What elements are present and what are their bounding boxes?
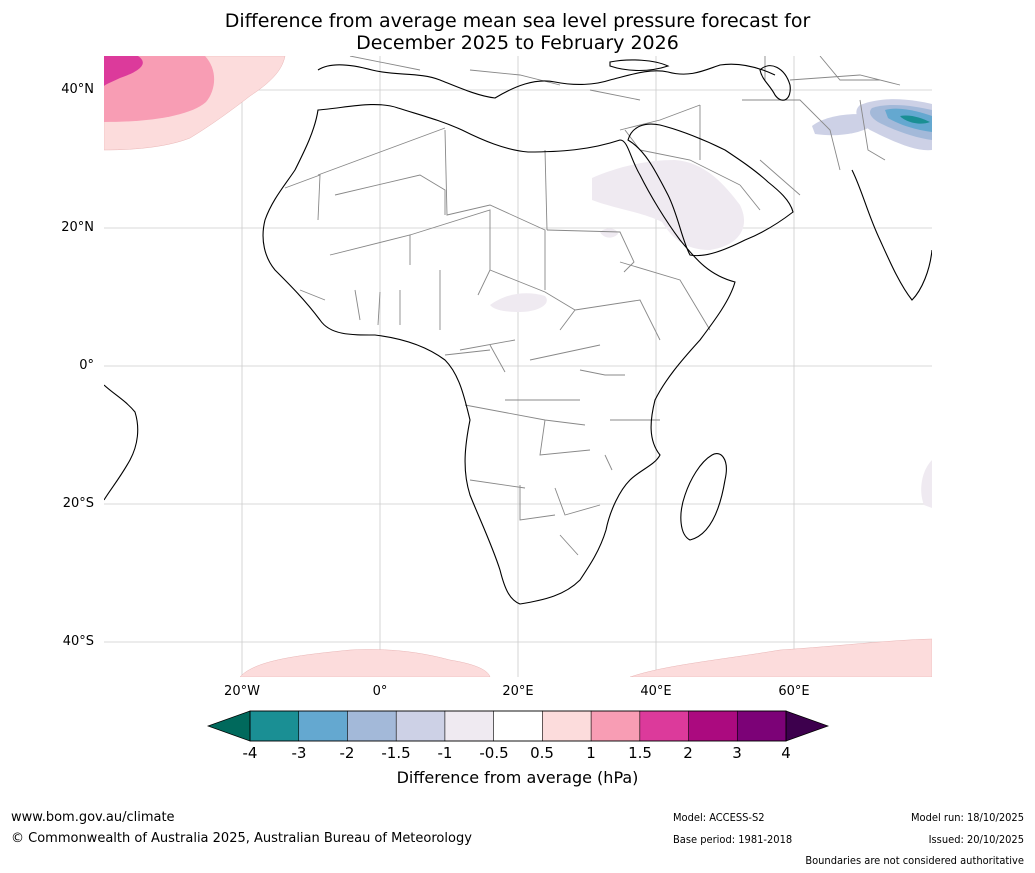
lon-label-0: 0° xyxy=(372,684,388,699)
colorbar-tick: -0.5 xyxy=(479,744,509,762)
disclaimer-text: Boundaries are not considered authoritat… xyxy=(805,854,1024,867)
lat-label-40n: 40°N xyxy=(61,82,94,97)
colorbar-label: Difference from average (hPa) xyxy=(396,768,639,787)
colorbar-bin xyxy=(249,710,300,742)
colorbar-bin xyxy=(688,710,738,742)
colorbar-tick: 1.5 xyxy=(628,744,652,762)
colorbar-tick: -1.5 xyxy=(381,744,411,762)
blue-low-himalaya xyxy=(856,99,932,151)
colorbar-bin xyxy=(590,710,641,742)
lat-label-20s: 20°S xyxy=(62,496,94,511)
map-title: Difference from average mean sea level p… xyxy=(224,10,811,54)
colorbar-tick: 0.5 xyxy=(530,744,554,762)
copyright-text: © Commonwealth of Australia 2025, Austra… xyxy=(11,831,472,846)
africa-coastline xyxy=(262,103,736,605)
colorbar-tick: -4 xyxy=(242,744,258,762)
light-pink-south-indian xyxy=(629,638,932,677)
colorbar-frame xyxy=(249,710,787,742)
coastlines xyxy=(104,59,932,605)
colorbar-tick: 1 xyxy=(586,744,596,762)
issued-text: Issued: 20/10/2025 xyxy=(928,833,1024,846)
model-text: Model: ACCESS-S2 xyxy=(673,811,765,824)
colorbar-bin xyxy=(493,710,543,742)
base-period-text: Base period: 1981-2018 xyxy=(673,833,793,846)
lat-label-40s: 40°S xyxy=(62,634,94,649)
lat-label-equator: 0° xyxy=(79,358,94,373)
model-run-text: Model run: 18/10/2025 xyxy=(911,811,1024,824)
madagascar-coastline xyxy=(680,453,727,541)
light-pink-south-atlantic xyxy=(239,649,491,677)
light-lilac-southwest-indian-ocean xyxy=(921,460,932,508)
light-lilac-sahel xyxy=(490,293,547,312)
india-coastline xyxy=(851,169,932,301)
colorbar-tick: 4 xyxy=(781,744,791,762)
lon-label-20e: 20°E xyxy=(502,684,534,699)
colorbar-bin xyxy=(444,710,495,742)
light-lilac-sudan xyxy=(600,228,618,238)
lon-label-60e: 60°E xyxy=(778,684,810,699)
colorbar-tick: -1 xyxy=(437,744,453,762)
arabian-peninsula-coastline xyxy=(627,123,794,257)
colorbar-under-arrow xyxy=(206,710,251,742)
lon-label-20w: 20°W xyxy=(224,684,260,699)
black-sea-caspian xyxy=(609,59,791,101)
gridlines xyxy=(104,56,932,677)
europe-coastline xyxy=(317,63,776,99)
colorbar xyxy=(206,710,830,742)
colorbar-bin xyxy=(395,710,446,742)
colorbar-tick: -3 xyxy=(291,744,307,762)
colorbar-bin xyxy=(542,710,592,742)
website-link[interactable]: www.bom.gov.au/climate xyxy=(11,810,175,825)
colorbar-over-arrow xyxy=(785,710,830,742)
country-borders xyxy=(284,56,901,556)
light-lilac-arabia xyxy=(592,160,745,250)
colorbar-bin xyxy=(347,710,397,742)
colorbar-bin xyxy=(639,710,690,742)
magenta-high-north-atlantic xyxy=(104,56,143,86)
colorbar-bin xyxy=(736,710,787,742)
south-america-coastline xyxy=(104,384,139,501)
lat-label-20n: 20°N xyxy=(61,220,94,235)
colorbar-tick: 3 xyxy=(732,744,742,762)
colorbar-tick: 2 xyxy=(683,744,693,762)
lon-label-40e: 40°E xyxy=(640,684,672,699)
colorbar-tick: -2 xyxy=(339,744,355,762)
colorbar-bin xyxy=(298,710,349,742)
